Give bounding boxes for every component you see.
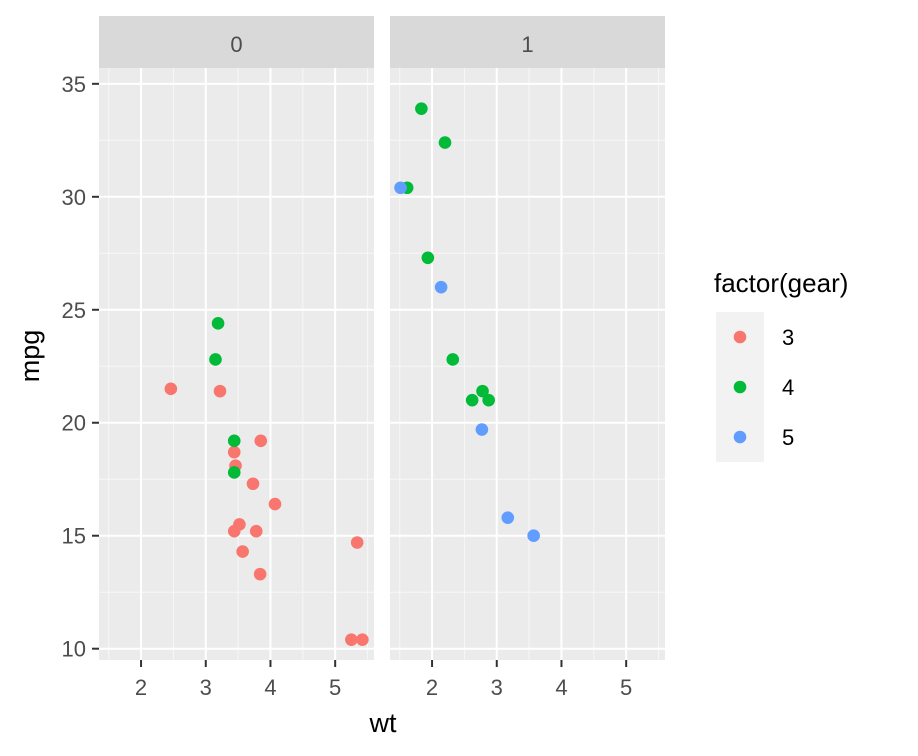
- facet-panel-0: 0: [99, 16, 374, 660]
- data-point: [356, 633, 369, 646]
- data-point: [350, 536, 364, 549]
- y-tick-label: 25: [62, 298, 86, 323]
- data-point: [475, 423, 489, 436]
- facet-strip: [99, 16, 374, 68]
- y-tick-label: 10: [62, 637, 86, 662]
- data-point: [227, 434, 241, 448]
- x-tick-label: 3: [491, 675, 503, 700]
- legend: factor(gear) 3 4 5: [714, 268, 848, 462]
- data-point: [446, 353, 460, 366]
- data-point: [476, 384, 489, 398]
- legend-key-point: [733, 430, 747, 444]
- data-point: [465, 393, 479, 407]
- data-point: [253, 567, 267, 581]
- legend-label: 4: [782, 375, 794, 400]
- data-point: [227, 524, 241, 538]
- x-tick-label: 2: [426, 675, 438, 700]
- data-point: [527, 529, 540, 543]
- y-tick-label: 15: [62, 524, 86, 549]
- legend-label: 3: [782, 325, 794, 350]
- data-point: [227, 445, 241, 459]
- data-point: [345, 633, 358, 646]
- legend-title: factor(gear): [714, 268, 848, 298]
- panel-background: [99, 68, 374, 660]
- data-point: [482, 393, 495, 407]
- facet-panel-1: 1: [390, 16, 665, 660]
- data-point: [209, 353, 222, 366]
- x-axis: 2 3 4 5 2 3 4 5: [135, 660, 632, 700]
- legend-key-point: [733, 330, 747, 344]
- x-tick-label: 5: [329, 675, 341, 700]
- data-point: [268, 497, 282, 511]
- x-tick-label: 3: [200, 675, 212, 700]
- data-point: [254, 434, 268, 448]
- data-point: [164, 382, 178, 396]
- data-point: [211, 317, 225, 330]
- y-axis-title: mpg: [15, 330, 45, 383]
- facet-strip-label: 0: [230, 32, 242, 57]
- x-axis-title: wt: [369, 708, 397, 738]
- data-point: [501, 511, 515, 524]
- data-point: [246, 477, 260, 491]
- y-tick-label: 20: [62, 411, 86, 436]
- legend-key-point: [733, 380, 747, 394]
- panel-background: [390, 68, 665, 660]
- y-tick-label: 30: [62, 185, 86, 210]
- data-point: [438, 136, 452, 149]
- facet-strip: [390, 16, 665, 68]
- facet-strip-label: 1: [521, 32, 533, 57]
- x-tick-label: 4: [555, 675, 567, 700]
- data-point: [249, 524, 263, 538]
- legend-label: 5: [782, 425, 794, 450]
- x-tick-label: 2: [135, 675, 147, 700]
- x-tick-label: 5: [620, 675, 632, 700]
- data-point: [415, 102, 428, 115]
- data-point: [213, 384, 227, 398]
- data-point: [421, 251, 435, 265]
- x-tick-label: 4: [264, 675, 276, 700]
- data-point: [236, 545, 249, 558]
- data-point: [394, 181, 407, 195]
- y-axis: 10 15 20 25 30 35: [62, 72, 99, 662]
- y-tick-label: 35: [62, 72, 86, 97]
- data-point: [227, 466, 241, 479]
- data-point: [434, 280, 448, 294]
